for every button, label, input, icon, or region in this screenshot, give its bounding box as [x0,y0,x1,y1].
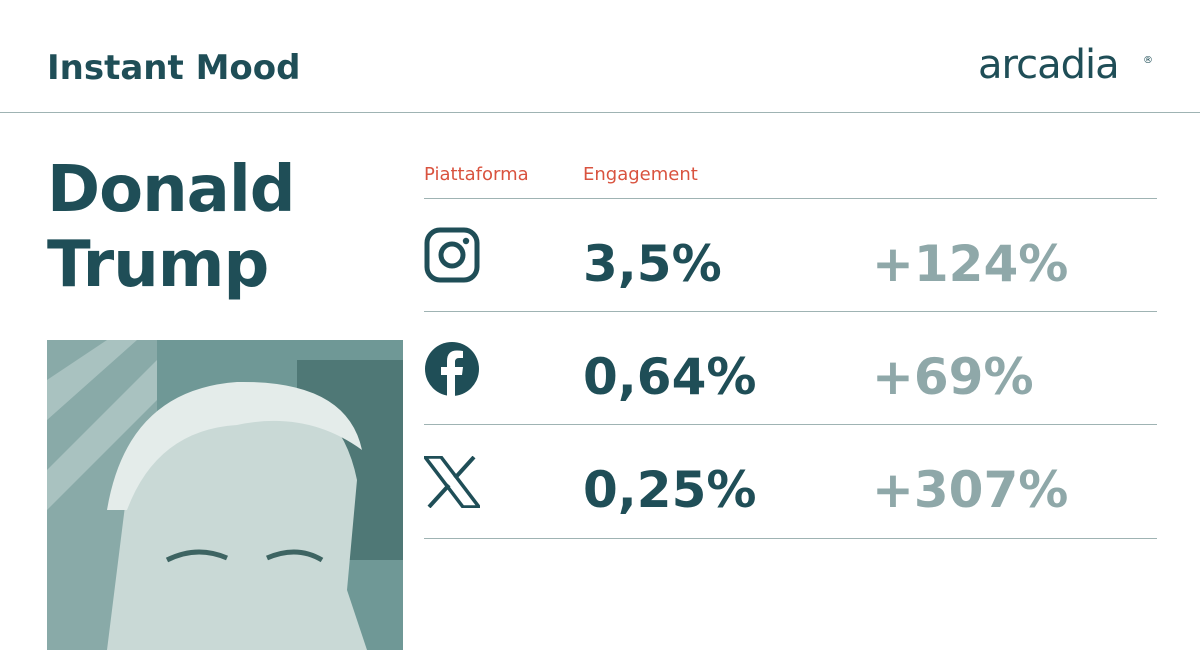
subject-name: Donald [47,153,296,227]
change-value: +307% [872,461,1069,519]
column-header: Engagement [583,164,698,185]
engagement-value: 0,64% [583,348,757,406]
row-divider [424,538,1157,539]
header-title: Instant Mood [47,48,301,88]
change-value: +124% [872,235,1069,293]
engagement-value: 0,25% [583,461,757,519]
row-divider [424,198,1157,199]
instagram-icon [424,227,480,283]
subject-name: Trump [47,228,269,302]
logo-mark: ® [1143,55,1153,66]
logo: arcadia [978,42,1120,88]
engagement-value: 3,5% [583,235,722,293]
row-divider [424,311,1157,312]
divider [0,112,1200,113]
x-icon [424,456,480,508]
portrait [47,340,403,650]
change-value: +69% [872,348,1034,406]
facebook-icon [425,342,479,397]
column-header: Piattaforma [424,164,529,185]
row-divider [424,424,1157,425]
